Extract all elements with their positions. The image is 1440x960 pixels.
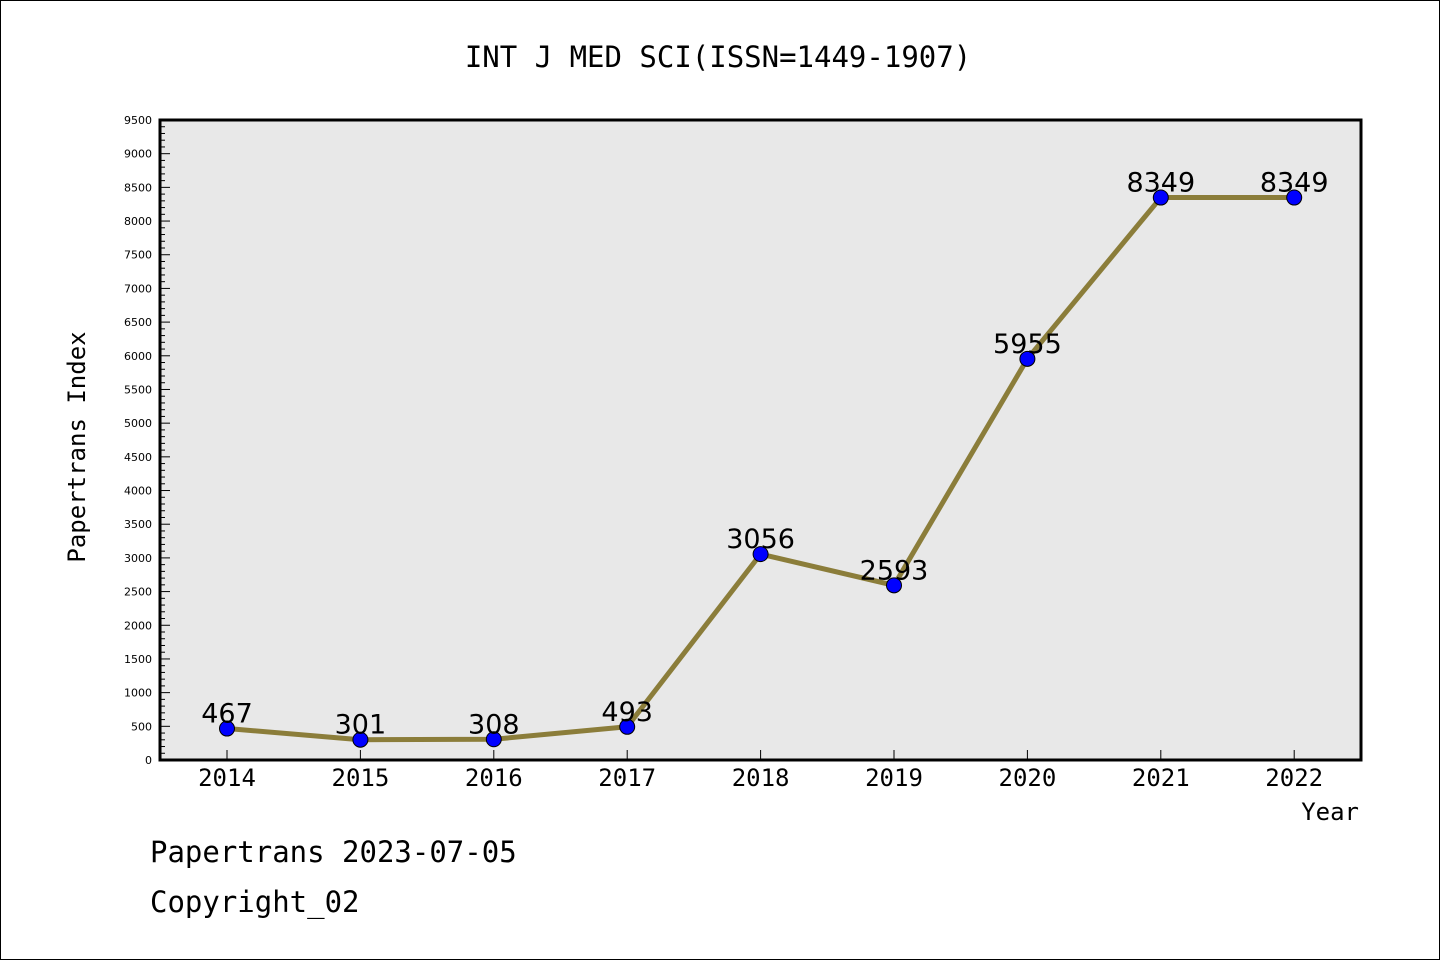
data-point-marker bbox=[485, 731, 502, 748]
y-tick-label: 5000 bbox=[124, 417, 152, 430]
y-tick-label: 2500 bbox=[124, 586, 152, 599]
footer-date: Papertrans 2023-07-05 bbox=[150, 835, 517, 869]
data-label: 467 bbox=[201, 699, 253, 730]
data-point-marker bbox=[886, 577, 902, 594]
data-label: 301 bbox=[335, 710, 387, 741]
data-labels: 467 301 308 493 3056 2593 5955 8349 8349 bbox=[201, 168, 1328, 741]
y-tick-label: 2000 bbox=[124, 619, 152, 632]
data-point-marker bbox=[1286, 189, 1303, 206]
data-point-marker bbox=[752, 546, 769, 563]
y-tick-label: 6500 bbox=[124, 316, 152, 329]
data-label: 5955 bbox=[993, 329, 1062, 360]
data-label: 2593 bbox=[860, 555, 929, 586]
plot-area bbox=[158, 118, 1363, 762]
data-label: 3056 bbox=[726, 524, 795, 555]
x-tick-label: 2019 bbox=[865, 764, 923, 792]
x-tick-label: 2016 bbox=[465, 764, 523, 792]
y-tick-label: 6000 bbox=[124, 350, 152, 363]
y-tick-label: 3500 bbox=[124, 518, 152, 531]
data-label: 308 bbox=[468, 709, 520, 740]
y-tick-label: 8000 bbox=[124, 215, 152, 228]
data-label: 8349 bbox=[1126, 168, 1195, 199]
data-point-marker bbox=[219, 720, 235, 737]
data-point-marker bbox=[1152, 189, 1169, 206]
y-tick-label: 0 bbox=[145, 754, 152, 767]
y-tick-label: 1500 bbox=[124, 653, 152, 666]
x-tick-label: 2020 bbox=[999, 764, 1057, 792]
data-point-marker bbox=[619, 718, 636, 735]
y-axis-ticks: 0 500 1000 1500 2000 2500 3000 3500 4000 4500 5000… bbox=[124, 114, 170, 767]
y-tick-label: 4500 bbox=[124, 451, 152, 464]
y-tick-label: 5500 bbox=[124, 383, 152, 396]
y-tick-label: 500 bbox=[131, 720, 152, 733]
footer-copyright: Copyright_02 bbox=[150, 885, 360, 919]
x-tick-label: 2017 bbox=[598, 764, 656, 792]
x-tick-label: 2018 bbox=[732, 764, 790, 792]
data-label: 493 bbox=[601, 697, 653, 728]
data-label: 8349 bbox=[1260, 168, 1329, 199]
x-axis-ticks: 2014 2015 2016 2017 2018 2019 2020 2021 2022 bbox=[198, 750, 1323, 792]
y-tick-label: 9500 bbox=[124, 114, 152, 127]
y-tick-label: 1000 bbox=[124, 687, 152, 700]
data-point-marker bbox=[1019, 350, 1036, 367]
x-axis-label: Year bbox=[1301, 798, 1359, 826]
x-tick-label: 2015 bbox=[332, 764, 390, 792]
y-tick-label: 7500 bbox=[124, 249, 152, 262]
y-tick-label: 3000 bbox=[124, 552, 152, 565]
data-point-marker bbox=[352, 731, 369, 748]
series-markers bbox=[219, 189, 1303, 748]
x-tick-label: 2022 bbox=[1265, 764, 1323, 792]
x-tick-label: 2014 bbox=[198, 764, 256, 792]
y-tick-label: 7000 bbox=[124, 282, 152, 295]
y-tick-label: 8500 bbox=[124, 181, 152, 194]
chart-title: INT J MED SCI(ISSN=1449-1907) bbox=[465, 40, 971, 74]
x-tick-label: 2021 bbox=[1132, 764, 1190, 792]
y-tick-label: 4000 bbox=[124, 485, 152, 498]
y-axis-label: Papertrans Index bbox=[63, 331, 91, 562]
y-tick-label: 9000 bbox=[124, 148, 152, 161]
